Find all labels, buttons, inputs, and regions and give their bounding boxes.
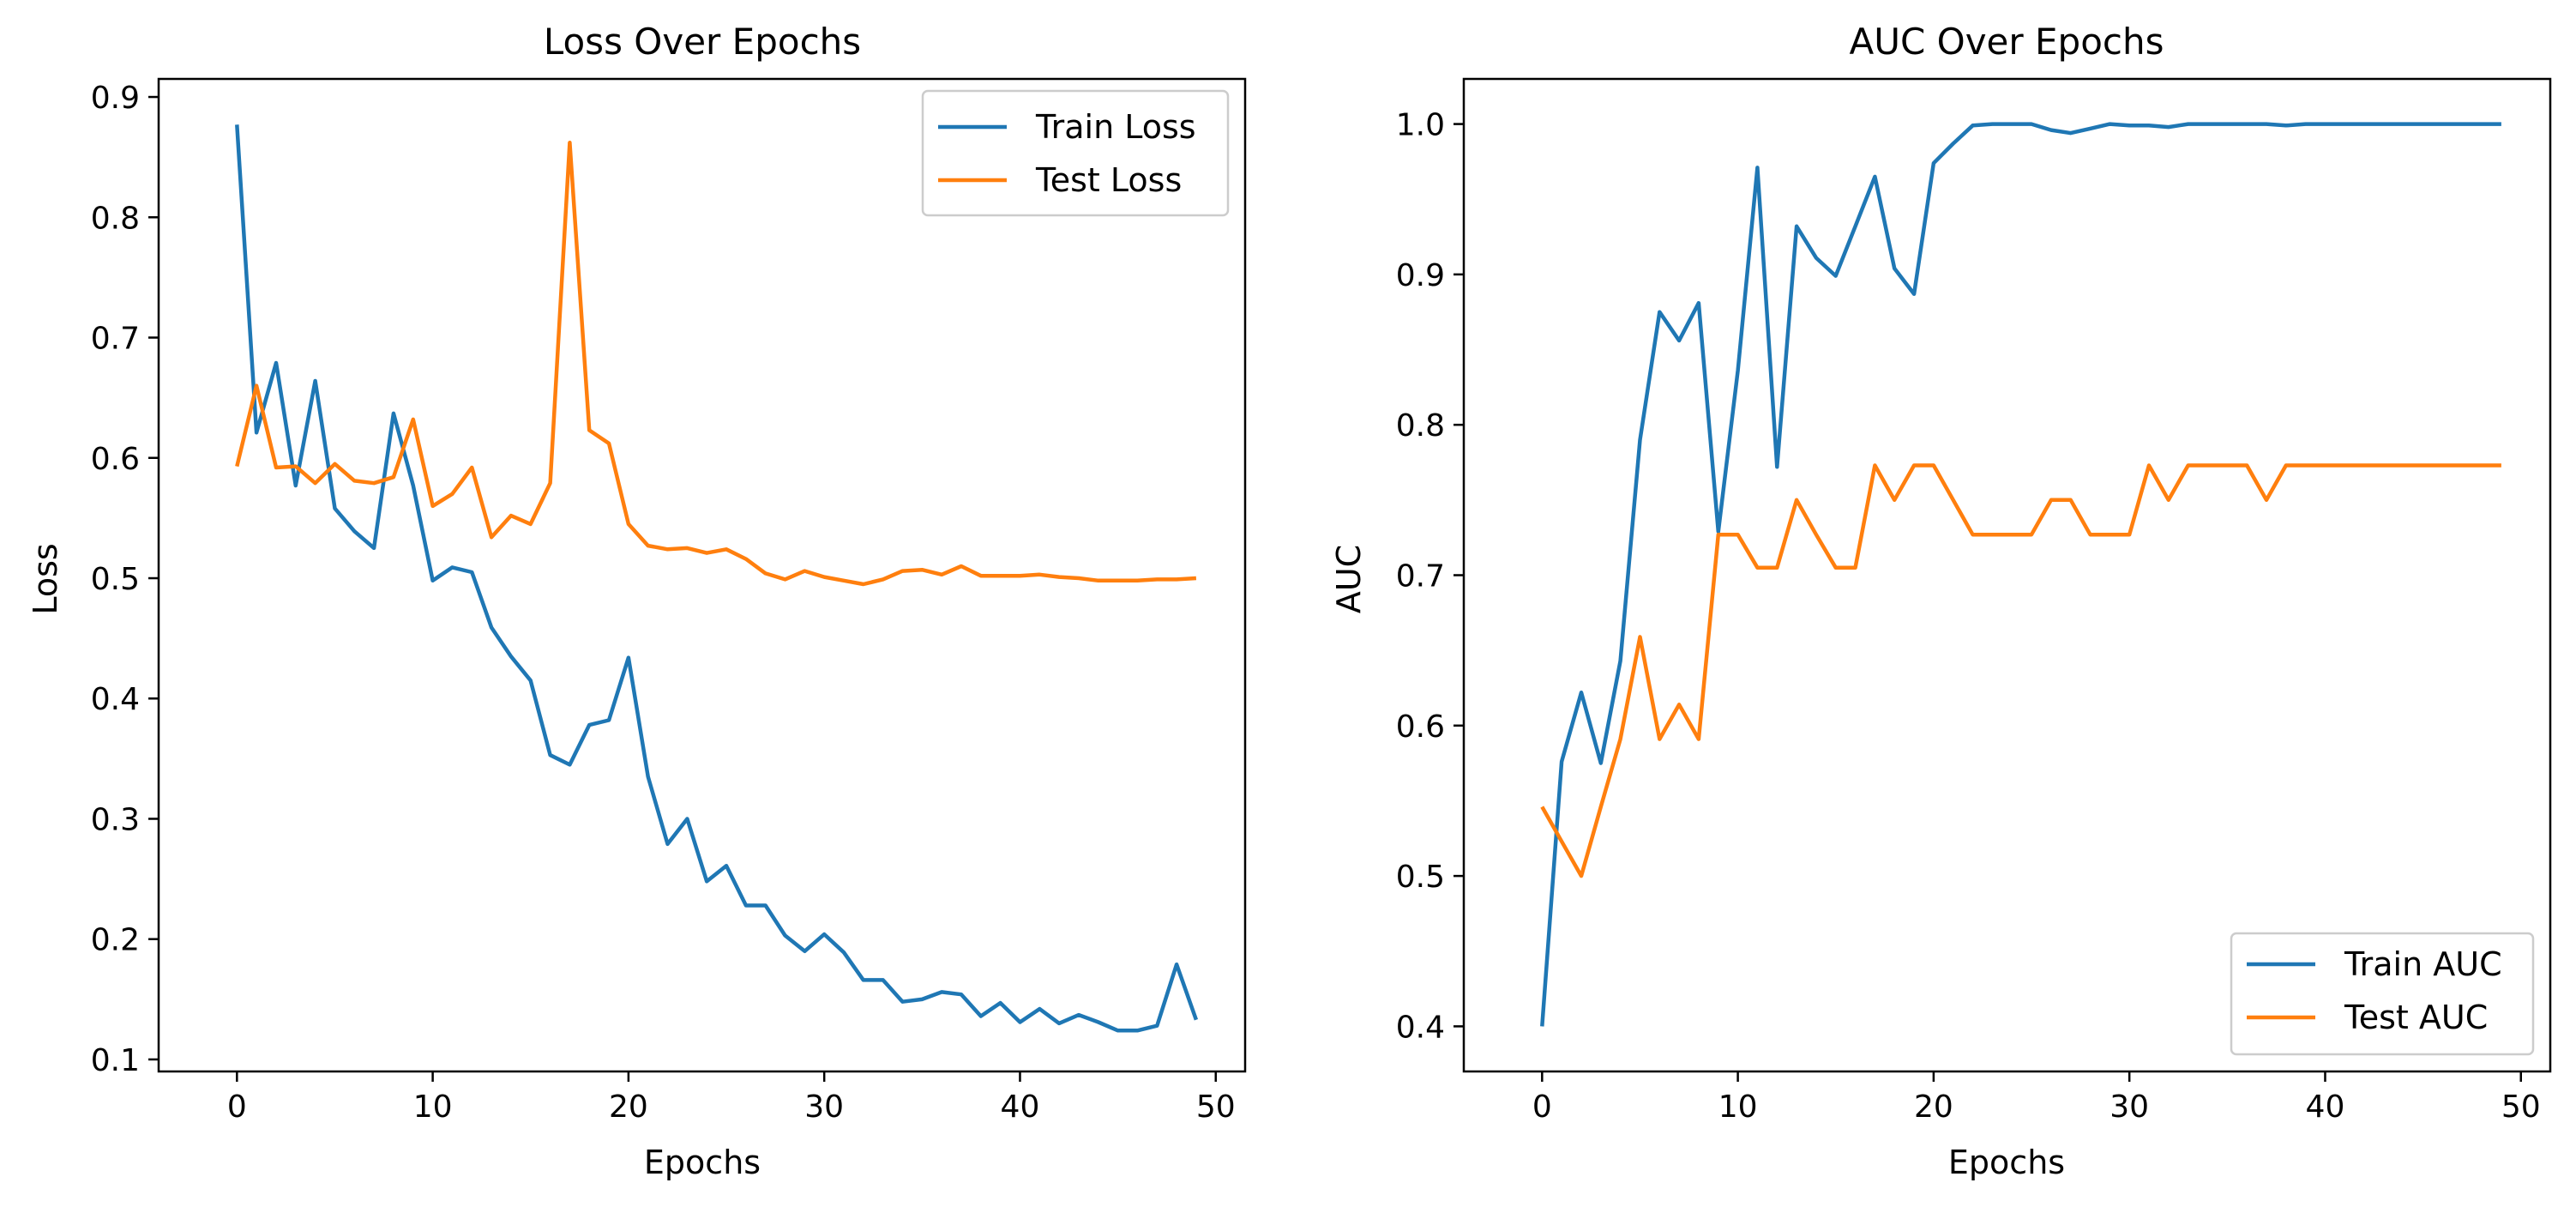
plot-frame xyxy=(1462,77,2552,1073)
y-tick-label: 0.5 xyxy=(91,562,140,597)
y-tick-label: 0.2 xyxy=(91,923,140,958)
series-line-train-auc xyxy=(1540,122,2501,1027)
x-axis-label: Epochs xyxy=(644,1144,761,1181)
loss-chart-panel: Loss Over Epochs Loss Epochs 0 10 20 30 40 50… xyxy=(27,21,1247,1181)
x-tick-label: 10 xyxy=(1718,1089,1758,1125)
x-tick-label: 30 xyxy=(804,1089,844,1125)
x-tick-label: 20 xyxy=(609,1089,648,1125)
series-lines xyxy=(235,124,1199,1033)
y-tick-label: 0.5 xyxy=(1396,860,1445,895)
legend-label-train-auc: Train AUC xyxy=(2344,945,2502,983)
y-tick-label: 1.0 xyxy=(1396,108,1445,143)
y-tick-label: 0.1 xyxy=(91,1043,140,1078)
legend-box xyxy=(921,89,1230,217)
x-tick-label: 40 xyxy=(1001,1089,1040,1125)
x-tick-label: 0 xyxy=(227,1089,247,1125)
y-tick-label: 0.8 xyxy=(91,201,140,236)
y-tick-label: 0.7 xyxy=(1396,559,1445,594)
legend-label-test-auc: Test AUC xyxy=(2344,999,2488,1036)
y-axis-label: Loss xyxy=(27,543,64,614)
legend: Train Loss Test Loss xyxy=(921,89,1230,217)
y-tick-label: 0.9 xyxy=(91,81,140,116)
series-line-train-loss xyxy=(235,124,1199,1033)
legend-label-train-loss: Train Loss xyxy=(1035,108,1196,146)
series-line-test-auc xyxy=(1540,463,2501,878)
y-tick-label: 0.6 xyxy=(1396,709,1445,745)
plot-frame xyxy=(157,77,1247,1073)
series-line-test-loss xyxy=(235,141,1197,587)
x-tick-label: 40 xyxy=(2306,1089,2345,1125)
y-tick-label: 0.8 xyxy=(1396,408,1445,444)
x-tick-label: 50 xyxy=(2501,1089,2541,1125)
y-tick-label: 0.9 xyxy=(1396,258,1445,293)
y-tick-label: 0.6 xyxy=(91,442,140,477)
x-tick-label: 30 xyxy=(2110,1089,2149,1125)
auc-chart-panel: AUC Over Epochs AUC Epochs 0 10 20 30 40 50 0.… xyxy=(1330,21,2552,1181)
legend: Train AUC Test AUC xyxy=(2230,932,2535,1056)
x-tick-label: 0 xyxy=(1532,1089,1552,1125)
legend-label-test-loss: Test Loss xyxy=(1035,161,1182,199)
chart-title: Loss Over Epochs xyxy=(544,21,861,63)
x-axis-label: Epochs xyxy=(1948,1144,2065,1181)
x-tick-label: 10 xyxy=(413,1089,453,1125)
series-lines xyxy=(1540,122,2501,1027)
y-tick-label: 0.4 xyxy=(91,682,140,717)
y-tick-label: 0.7 xyxy=(91,322,140,357)
x-tick-label: 20 xyxy=(1914,1089,1953,1125)
axis-ticks: 0 10 20 30 40 50 0.1 0.2 0.3 0.4 0.5 0.6 0.7 0.8 0.9 xyxy=(91,81,1236,1125)
chart-title: AUC Over Epochs xyxy=(1849,21,2164,63)
y-tick-label: 0.3 xyxy=(91,802,140,837)
axis-ticks: 0 10 20 30 40 50 0.4 0.5 0.6 0.7 0.8 0.9 1.0 xyxy=(1396,108,2541,1125)
x-tick-label: 50 xyxy=(1196,1089,1236,1125)
y-tick-label: 0.4 xyxy=(1396,1010,1445,1045)
y-axis-label: AUC xyxy=(1330,545,1368,613)
